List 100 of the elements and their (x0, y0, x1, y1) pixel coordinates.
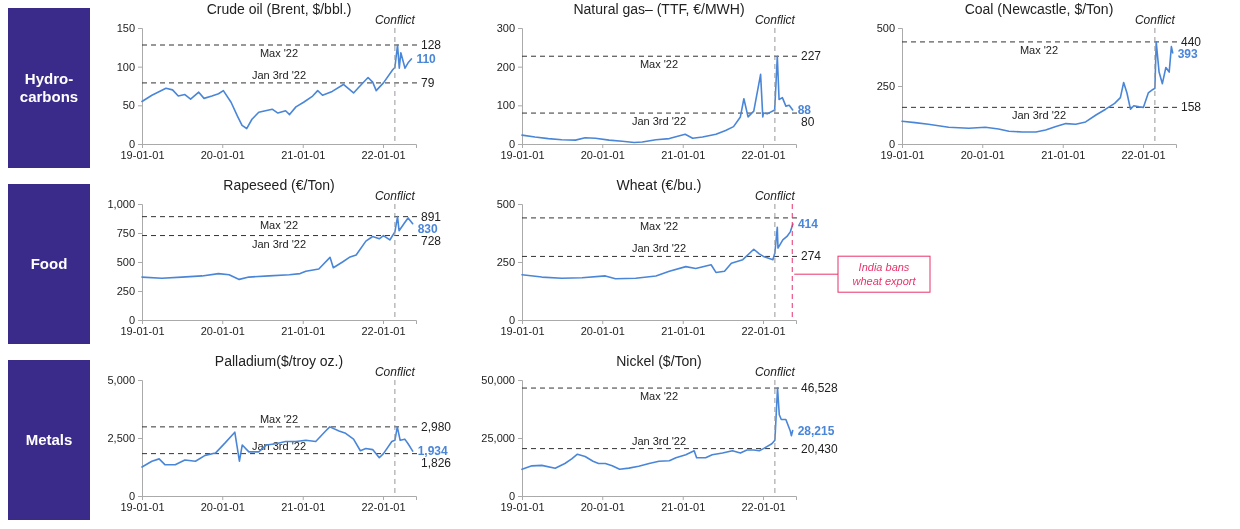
ref-line-label: Jan 3rd '22 (251, 237, 307, 250)
y-tick-label: 150 (116, 22, 135, 35)
x-tick-label: 21-01-01 (661, 500, 706, 513)
x-tick-label: 20-01-01 (200, 324, 245, 337)
x-tick-label: 19-01-01 (500, 148, 545, 161)
y-tick-label: 250 (116, 285, 135, 298)
ref-line-label: Max '22 (259, 218, 299, 231)
x-tick-label: 22-01-01 (361, 324, 406, 337)
text: Hydro-carbons (19, 70, 79, 105)
x-tick-label: 21-01-01 (661, 324, 706, 337)
x-tick-label: 19-01-01 (880, 148, 925, 161)
annotation: 158 (1181, 100, 1202, 115)
x-tick-label: 22-01-01 (1121, 148, 1166, 161)
text: Food (30, 255, 68, 272)
y-tick-label: 250 (876, 80, 895, 93)
y-tick-label: 0 (888, 138, 895, 151)
annotation: 28,215 (797, 423, 835, 438)
x-tick-label: 21-01-01 (1041, 148, 1086, 161)
line-series (521, 387, 794, 471)
x-tick-label: 19-01-01 (120, 500, 165, 513)
y-tick-label: 250 (496, 256, 515, 269)
ref-line-label: Max '22 (639, 390, 679, 403)
chart-title: Natural gas– (TTF, €/MWH) (573, 1, 745, 17)
x-tick-label: 21-01-01 (281, 148, 326, 161)
line-series (521, 223, 794, 280)
y-tick-label: 0 (128, 314, 135, 327)
y-tick-label: 2,500 (107, 432, 135, 445)
ref-line-label: Jan 3rd '22 (631, 434, 687, 447)
y-tick-label: 50 (122, 99, 135, 112)
annotation: 728 (421, 233, 442, 248)
y-tick-label: 500 (496, 198, 515, 211)
x-tick-label: 19-01-01 (500, 324, 545, 337)
ref-line-label: Conflict (374, 13, 416, 27)
y-tick-label: 500 (876, 22, 895, 35)
ref-line-label: Conflict (754, 365, 796, 379)
y-tick-label: 300 (496, 22, 515, 35)
chart-title: Wheat (€/bu.) (616, 177, 702, 193)
x-tick-label: 22-01-01 (361, 500, 406, 513)
annotation: 128 (421, 38, 442, 53)
y-tick-label: 0 (128, 490, 135, 503)
y-tick-label: 0 (128, 138, 135, 151)
ref-line-label: Jan 3rd '22 (1011, 109, 1067, 122)
x-tick-label: 20-01-01 (580, 500, 625, 513)
ref-line-label: Conflict (374, 189, 416, 203)
line-series (901, 41, 1174, 133)
line-series (141, 44, 413, 130)
annotation: 830 (417, 221, 439, 236)
annotation: 440 (1181, 34, 1202, 49)
annotation: 1,826 (421, 456, 452, 471)
line-series (141, 215, 414, 281)
y-tick-label: 50,000 (481, 374, 515, 387)
y-tick-label: 200 (496, 60, 515, 73)
y-tick-label: 0 (508, 314, 515, 327)
annotation: 414 (797, 216, 819, 231)
x-tick-label: 20-01-01 (580, 324, 625, 337)
annotation: 2,980 (421, 419, 452, 434)
y-tick-label: 1,000 (107, 198, 135, 211)
x-tick-label: 21-01-01 (281, 324, 326, 337)
ref-line-label: Max '22 (1019, 43, 1059, 56)
annotation: 110 (416, 51, 437, 66)
chart-title: Nickel ($/Ton) (616, 353, 702, 369)
chart-title: Coal (Newcastle, $/Ton) (964, 1, 1114, 17)
y-tick-label: 100 (116, 60, 135, 73)
x-tick-label: 21-01-01 (281, 500, 326, 513)
chart-title: Rapeseed (€/Ton) (223, 177, 335, 193)
x-tick-label: 19-01-01 (500, 500, 545, 513)
ref-line-label: Max '22 (259, 47, 299, 60)
y-tick-label: 0 (508, 490, 515, 503)
x-tick-label: 20-01-01 (200, 500, 245, 513)
ref-line-label: Max '22 (639, 219, 679, 232)
x-tick-label: 20-01-01 (580, 148, 625, 161)
annotation: 46,528 (801, 381, 839, 396)
annotation: 80 (801, 114, 815, 129)
x-tick-label: 20-01-01 (200, 148, 245, 161)
ref-line-label: Jan 3rd '22 (631, 242, 687, 255)
ref-line-label: Max '22 (639, 58, 679, 71)
y-tick-label: 0 (508, 138, 515, 151)
x-tick-label: 22-01-01 (741, 500, 786, 513)
y-tick-label: 100 (496, 99, 515, 112)
annotation: 79 (421, 75, 435, 90)
ref-line-label: India bans wheat export (852, 261, 917, 288)
ref-line-label: Jan 3rd '22 (631, 115, 687, 128)
x-tick-label: 19-01-01 (120, 148, 165, 161)
ref-line-label: Max '22 (259, 412, 299, 425)
ref-line-label: Conflict (1134, 13, 1176, 27)
x-tick-label: 20-01-01 (960, 148, 1005, 161)
y-tick-label: 500 (116, 256, 135, 269)
y-tick-label: 750 (116, 227, 135, 240)
line-series (141, 426, 414, 468)
annotation: 891 (421, 209, 442, 224)
annotation: 227 (801, 49, 822, 64)
annotation: 1,934 (417, 444, 449, 459)
x-tick-label: 22-01-01 (741, 148, 786, 161)
chart-title: Crude oil (Brent, $/bbl.) (206, 1, 352, 17)
x-tick-label: 21-01-01 (661, 148, 706, 161)
text: Metals (25, 431, 73, 448)
y-tick-label: 25,000 (481, 432, 515, 445)
y-tick-label: 5,000 (107, 374, 135, 387)
chart-title: Palladium($/troy oz.) (214, 353, 344, 369)
annotation: 20,430 (801, 441, 839, 456)
